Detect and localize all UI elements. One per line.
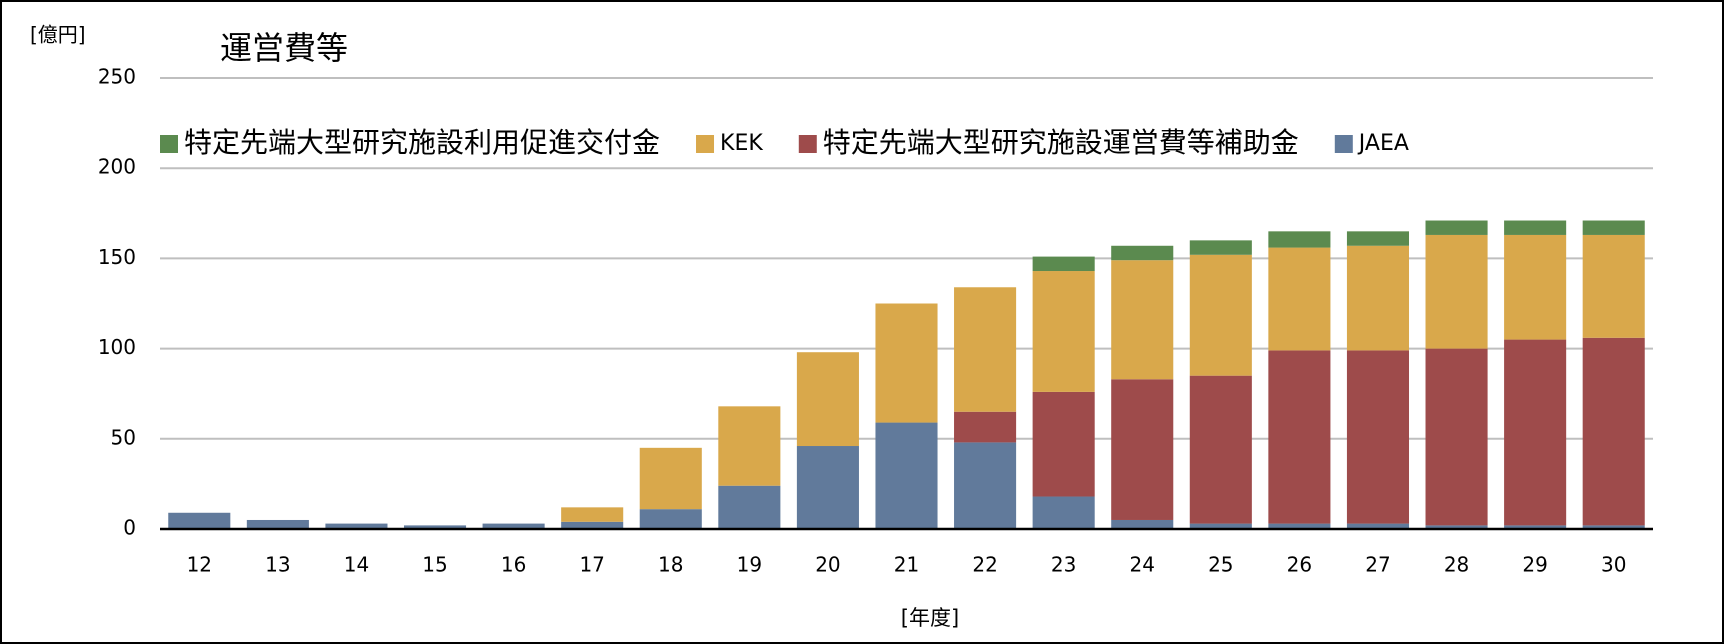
x-tick-label: 25 (1208, 553, 1233, 577)
bar-segment (875, 422, 938, 529)
bar-segment (954, 287, 1017, 412)
bar-segment (1582, 234, 1645, 338)
bar-segment (954, 411, 1017, 443)
bar-segment (1346, 350, 1410, 524)
legend-swatch (696, 135, 715, 153)
bar-segment (1346, 245, 1410, 351)
x-tick-label: 18 (658, 553, 683, 577)
x-tick-label: 15 (422, 553, 447, 577)
bar-segment (1111, 379, 1174, 520)
bar-segment (1189, 254, 1252, 376)
legend-label: KEK (720, 131, 763, 156)
x-tick-label: 28 (1444, 553, 1469, 577)
bar-segment (796, 446, 859, 529)
bar-segment (1582, 337, 1645, 526)
bar-segment (246, 519, 309, 529)
bar-segment (639, 447, 702, 510)
x-axis-label: [年度] (901, 606, 959, 630)
bar-segment (1032, 496, 1095, 529)
bar-segment (1346, 523, 1410, 529)
x-tick-label: 21 (894, 553, 919, 577)
bar-segment (1032, 256, 1095, 272)
bar-segment (1111, 519, 1174, 529)
x-tick-label: 17 (579, 553, 604, 577)
bar-segment (718, 485, 781, 529)
bar-segment (1189, 375, 1252, 524)
bar-segment (561, 507, 624, 522)
bar-segment (1582, 525, 1645, 529)
bar-segment (1504, 234, 1567, 340)
bar-segment (1504, 220, 1567, 235)
x-tick-label: 14 (344, 553, 369, 577)
bar-segment (1346, 231, 1410, 246)
legend-swatch (160, 135, 178, 153)
x-tick-label: 23 (1051, 553, 1076, 577)
legend-label: 特定先端大型研究施設利用促進交付金 (184, 126, 660, 159)
bar-segment (1582, 220, 1645, 235)
bar-segment (1189, 240, 1252, 255)
bar-segment (1032, 391, 1095, 497)
legend-swatch (798, 135, 817, 153)
bar-segment (482, 523, 545, 529)
y-tick-label: 50 (111, 425, 136, 449)
legend-label: JAEA (1357, 131, 1409, 156)
bar-segment (718, 406, 781, 486)
y-tick-label: 100 (98, 335, 136, 359)
x-tick-label: 24 (1130, 553, 1155, 577)
bar-segment (325, 523, 388, 529)
x-tick-label: 19 (737, 553, 762, 577)
bar-segment (1268, 231, 1331, 248)
bar-segment (1268, 350, 1331, 524)
x-tick-label: 20 (815, 553, 840, 577)
bar-segment (1189, 523, 1252, 529)
legend-label: 特定先端大型研究施設運営費等補助金 (823, 126, 1299, 159)
bar-segment (1032, 271, 1095, 392)
bar-segment (954, 442, 1017, 529)
bar-segment (1268, 247, 1331, 351)
bar-segment (403, 525, 467, 529)
y-tick-label: 250 (98, 65, 136, 89)
x-tick-label: 13 (265, 553, 290, 577)
x-tick-label: 12 (187, 553, 212, 577)
bar-segment (1111, 245, 1174, 261)
bar-segment (1425, 525, 1488, 529)
x-tick-label: 27 (1365, 553, 1390, 577)
bar-segment (796, 352, 859, 447)
bar-segment (639, 509, 702, 529)
bar-segment (1425, 234, 1488, 349)
y-tick-label: 200 (98, 155, 136, 179)
y-tick-label: 150 (98, 245, 136, 269)
bar-segment (1425, 220, 1488, 235)
bar-segment (1425, 348, 1488, 526)
x-tick-label: 30 (1601, 553, 1626, 577)
legend-swatch (1334, 135, 1353, 153)
bar-segment (1111, 260, 1174, 380)
bar-segment (168, 512, 231, 529)
x-tick-label: 16 (501, 553, 526, 577)
bar-segment (561, 521, 624, 529)
bar-segment (1504, 525, 1567, 529)
bar-segment (1504, 339, 1567, 526)
y-axis-label: [億円] (30, 23, 86, 47)
bar-segment (875, 303, 938, 423)
x-tick-label: 26 (1287, 553, 1312, 577)
x-tick-label: 29 (1522, 553, 1547, 577)
chart-title: 運営費等 (220, 29, 348, 67)
x-tick-label: 22 (972, 553, 997, 577)
y-tick-label: 0 (123, 516, 136, 540)
bar-segment (1268, 523, 1331, 529)
